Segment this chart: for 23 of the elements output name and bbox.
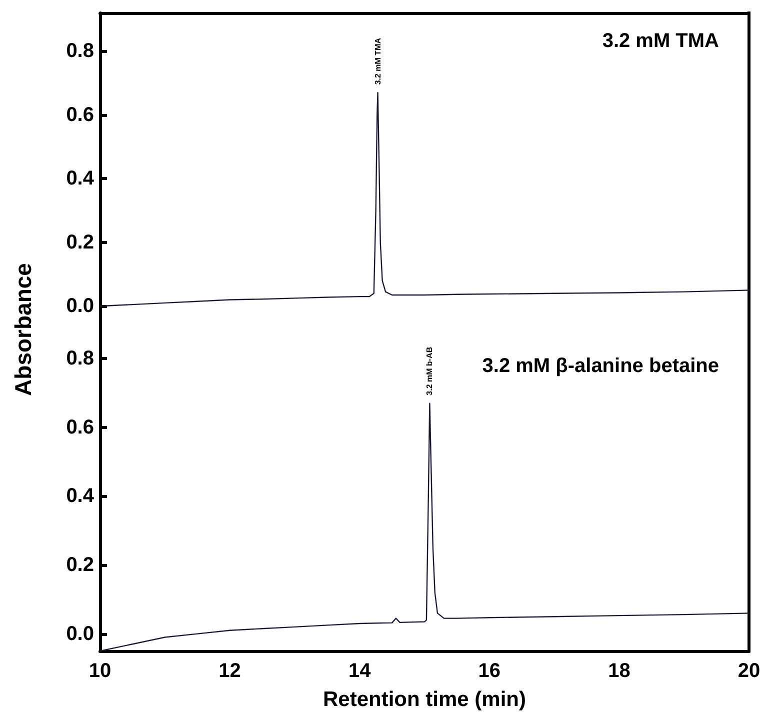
annotation: 3.2 mM TMA [373,38,382,85]
annotation: 3.2 mM TMA [602,30,720,52]
x-tick-label: 14 [348,660,372,682]
y-tick-label: 0.0 [66,295,94,318]
x-tick-label: 16 [478,660,501,682]
y-tick-label: 0.4 [66,168,95,190]
y-tick-label: 0.8 [66,40,94,62]
x-axis-title: Retention time (min) [323,688,526,711]
line-series [99,92,750,307]
y-tick-label: 0.6 [66,416,94,438]
y-axis-title: Absorbance [10,263,36,396]
annotation: 3.2 mM β-alanine betaine [482,355,719,377]
y-tick-label: 0.6 [66,104,94,126]
y-tick-label: 0.2 [66,554,94,576]
x-tick-label: 18 [608,660,630,682]
y-tick-label: 0.4 [66,485,95,508]
y-tick-label: 0.2 [66,231,94,254]
annotation: 3.2 mM b-AB [425,346,434,396]
y-tick-label: 0.0 [66,622,94,645]
x-tick-label: 20 [738,660,760,682]
x-tick-label: 12 [218,660,241,682]
y-tick-label: 0.8 [66,348,94,370]
x-tick-label: 10 [88,660,112,682]
